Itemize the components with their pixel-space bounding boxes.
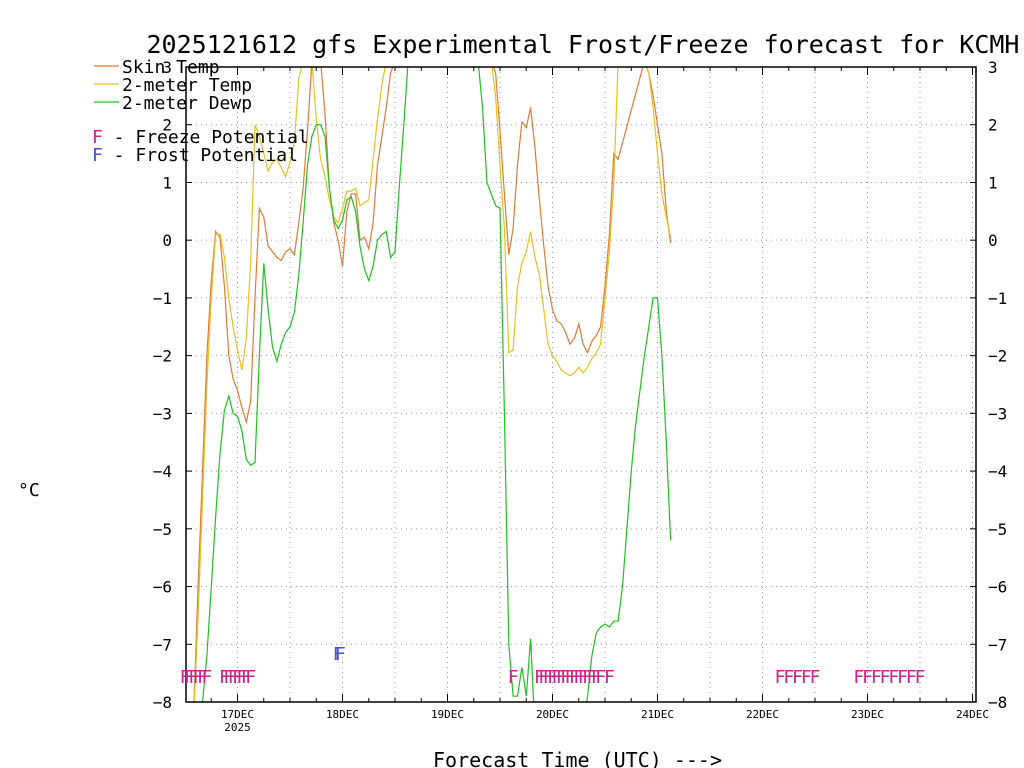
y-tick-label-left: −2 (153, 347, 172, 366)
y-tick-label-right: 0 (988, 231, 998, 250)
freeze-marker: F (862, 667, 873, 688)
freeze-marker: F (582, 667, 593, 688)
freeze-marker: F (775, 667, 786, 688)
y-tick-label-left: −3 (153, 404, 172, 423)
y-axis-label: °C (18, 480, 40, 501)
freeze-marker: F (232, 667, 243, 688)
y-tick-label-left: −4 (153, 462, 172, 481)
potential-letter: F (92, 145, 103, 166)
legend-label: 2-meter Dewp (122, 93, 252, 114)
freeze-marker: F (560, 667, 571, 688)
frost-marker: F (333, 644, 344, 665)
freeze-marker: F (569, 667, 580, 688)
freeze-marker: F (565, 667, 576, 688)
freeze-marker: F (193, 667, 204, 688)
freeze-marker: F (604, 667, 615, 688)
y-tick-label-right: −3 (988, 404, 1007, 423)
legend-label: Skin Temp (122, 57, 220, 78)
x-tick-label: 19DEC (431, 708, 464, 721)
y-tick-label-right: −5 (988, 520, 1007, 539)
x-tick-label: 21DEC (641, 708, 674, 721)
legend-label: 2-meter Temp (122, 75, 252, 96)
frost-marker: F (335, 644, 346, 665)
y-tick-label-left: 2 (162, 116, 172, 135)
y-tick-label-right: −4 (988, 462, 1007, 481)
y-tick-label-left: −8 (153, 693, 172, 712)
x-tick-label: 20DEC (536, 708, 569, 721)
freeze-marker: F (219, 667, 230, 688)
freeze-marker: F (241, 667, 252, 688)
x-tick-label: 17DEC (221, 708, 254, 721)
freeze-marker: F (792, 667, 803, 688)
freeze-marker: F (508, 667, 519, 688)
freeze-marker: F (888, 667, 899, 688)
freeze-marker: F (586, 667, 597, 688)
x-tick-year: 2025 (224, 721, 251, 734)
freeze-marker: F (245, 667, 256, 688)
y-tick-label-right: 2 (988, 116, 998, 135)
y-tick-label-left: 1 (162, 173, 172, 192)
freeze-marker: F (551, 667, 562, 688)
y-tick-label-right: 1 (988, 173, 998, 192)
freeze-marker: F (180, 667, 191, 688)
freeze-marker: F (578, 667, 589, 688)
freeze-marker: F (188, 667, 199, 688)
x-axis-label: Forecast Time (UTC) ---> (433, 748, 722, 768)
freeze-marker: F (538, 667, 549, 688)
freeze-marker: F (853, 667, 864, 688)
freeze-marker: F (573, 667, 584, 688)
plot-frame (185, 66, 977, 703)
series-lines (193, 67, 672, 702)
y-tick-label-right: 3 (988, 58, 998, 77)
x-tick-label: 22DEC (746, 708, 779, 721)
freeze-marker: F (591, 667, 602, 688)
y-tick-label-right: −7 (988, 635, 1007, 654)
freeze-marker: F (871, 667, 882, 688)
x-tick-label: 23DEC (851, 708, 884, 721)
x-tick-label: 18DEC (326, 708, 359, 721)
series-line-2-meter-dewp (201, 67, 672, 702)
series-line-skin-temp (193, 67, 672, 702)
freeze-marker: F (197, 667, 208, 688)
y-tick-label-left: 3 (162, 58, 172, 77)
freeze-marker: F (556, 667, 567, 688)
series-line-2-meter-temp (193, 67, 672, 702)
freeze-marker: F (184, 667, 195, 688)
x-tick-label: 24DEC (956, 708, 989, 721)
freeze-marker: F (543, 667, 554, 688)
y-tick-label-right: −1 (988, 289, 1007, 308)
freeze-marker: F (915, 667, 926, 688)
freeze-marker: F (236, 667, 247, 688)
freeze-marker: F (201, 667, 212, 688)
y-tick-label-right: −2 (988, 347, 1007, 366)
axis-ticks: −8 −8 −7 −7 −6 −6 −5 −5 −4 −4 −3 −3 −2 −2 −1 −1 0 0 1 1 2 2 3 3… (153, 58, 1008, 734)
potential-text: - Frost Potential (103, 145, 298, 166)
y-tick-label-left: −1 (153, 289, 172, 308)
freeze-marker: F (810, 667, 821, 688)
chart-title: 2025121612 gfs Experimental Frost/Freeze… (147, 30, 1020, 59)
y-tick-label-right: −8 (988, 693, 1007, 712)
freeze-marker: F (897, 667, 908, 688)
freeze-marker: F (547, 667, 558, 688)
freeze-marker: F (880, 667, 891, 688)
freeze-marker: F (534, 667, 545, 688)
y-tick-label-left: −6 (153, 578, 172, 597)
freeze-marker: F (595, 667, 606, 688)
potential-text: - Freeze Potential (103, 127, 309, 148)
y-tick-label-left: 0 (162, 231, 172, 250)
y-tick-label-left: −5 (153, 520, 172, 539)
freeze-marker: F (801, 667, 812, 688)
potential-legend-item: F - Freeze Potential (92, 127, 309, 148)
freeze-marker: F (223, 667, 234, 688)
potential-legend-item: F - Frost Potential (92, 145, 298, 166)
freeze-marker: F (783, 667, 794, 688)
freeze-marker: F (906, 667, 917, 688)
potential-letter: F (92, 127, 103, 148)
freeze-marker: F (228, 667, 239, 688)
y-tick-label-right: −6 (988, 578, 1007, 597)
y-tick-label-left: −7 (153, 635, 172, 654)
